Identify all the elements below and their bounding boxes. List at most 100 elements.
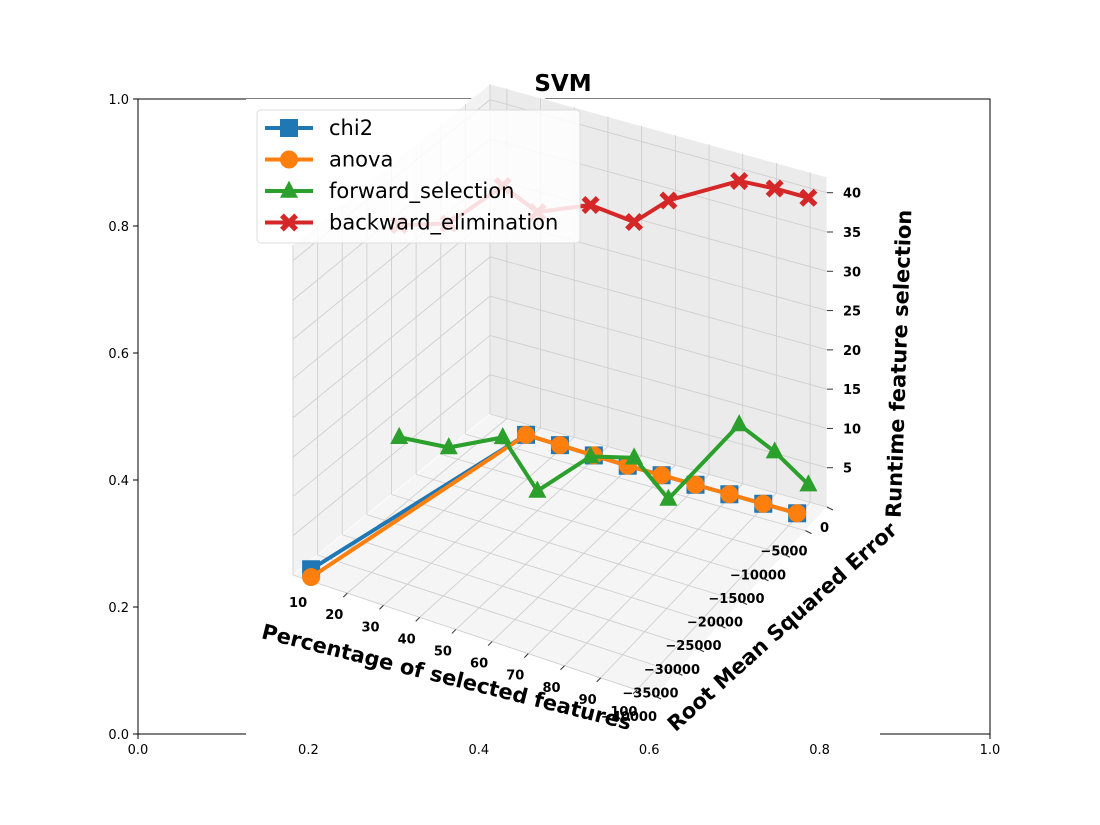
y-tick-label: −15000 — [708, 592, 764, 607]
data-point-anova — [652, 466, 671, 485]
y-tick-label: −5000 — [760, 545, 807, 560]
data-point-forward_selection — [659, 488, 678, 506]
z-tick-label: 5 — [843, 462, 852, 477]
data-point-backward_elimination — [659, 191, 678, 210]
3d-ticks: 10 20 30 40 50 60 70 80 90 100 0 −5000 −10000 −15000 −… — [289, 187, 861, 725]
z-tick-label: 10 — [843, 422, 861, 437]
z-tick-label: 30 — [843, 265, 861, 280]
z-tick-label: 25 — [843, 305, 861, 320]
data-point-backward_elimination — [765, 179, 784, 198]
left-grid-z — [292, 335, 491, 497]
floor-grid-y — [292, 574, 656, 697]
x-tick-label: 90 — [579, 693, 597, 708]
y-tick-mark — [697, 648, 705, 653]
data-point-forward_selection — [765, 441, 784, 459]
data-point-backward_elimination-shape — [659, 191, 678, 210]
data-point-anova — [517, 425, 536, 444]
data-point-backward_elimination — [625, 212, 644, 231]
data-point-forward_selection — [390, 426, 409, 445]
legend-marker — [280, 213, 298, 232]
floor-grid-y — [415, 473, 763, 579]
data-point-backward_elimination-shape — [730, 171, 749, 190]
floor-grid-y — [440, 453, 785, 555]
legend-box — [256, 109, 581, 244]
outer-y-tick-label: 1.0 — [108, 93, 129, 108]
z-tick-label: 15 — [843, 383, 861, 398]
outer-y-tick-label: 0.6 — [108, 347, 129, 362]
data-point-anova — [550, 436, 569, 455]
back-grid-z — [489, 334, 828, 429]
data-point-anova — [788, 504, 807, 523]
x-tick-label: 100 — [610, 705, 637, 720]
x-tick-mark — [487, 641, 493, 646]
data-point-forward_selection — [799, 474, 818, 492]
data-point-backward_elimination — [799, 188, 818, 207]
data-point-backward_elimination-shape — [581, 196, 600, 215]
x-tick-label: 30 — [361, 620, 379, 635]
legend-label: chi2 — [329, 116, 373, 140]
outer-x-tick-label: 0.8 — [809, 743, 830, 758]
outer-x-tick-label: 0.2 — [298, 743, 319, 758]
y-tick-label: −10000 — [730, 568, 786, 583]
series-forward_selection — [390, 414, 818, 506]
floor-grid-y — [317, 554, 677, 673]
y-tick-label: −30000 — [644, 663, 700, 678]
data-point-backward_elimination-shape — [625, 212, 644, 231]
y-tick-label: −25000 — [665, 639, 721, 654]
data-point-forward_selection — [439, 437, 458, 455]
outer-y-tick-label: 0.2 — [108, 601, 129, 616]
z-tick-label: 40 — [843, 187, 861, 202]
x-tick-mark — [523, 653, 529, 659]
series-line-forward_selection — [397, 422, 811, 502]
floor-grid-y — [489, 413, 828, 508]
outer-y-tick-label: 0.8 — [108, 220, 129, 235]
legend-item-anova: anova — [265, 148, 393, 172]
floor-grid-y — [391, 494, 742, 602]
x-tick-mark — [342, 592, 348, 598]
y-tick-label: −40000 — [601, 710, 657, 725]
x-tick-label: 70 — [506, 669, 524, 684]
y-tick-mark — [762, 577, 769, 582]
data-point-forward_selection — [730, 414, 749, 432]
data-point-backward_elimination — [581, 196, 600, 215]
x-tick-label: 20 — [325, 608, 343, 623]
outer-x-tick-label: 0.4 — [468, 743, 489, 758]
legend-marker — [280, 180, 298, 198]
data-point-forward_selection — [528, 480, 547, 498]
data-point-forward_selection — [493, 427, 512, 445]
left-grid-z — [292, 374, 491, 537]
x-tick-mark — [415, 616, 421, 622]
data-point-anova — [754, 494, 773, 513]
z-tick-label: 20 — [843, 344, 861, 359]
left-grid-z — [292, 256, 491, 419]
floor-grid-y — [465, 433, 806, 532]
left-grid-z — [292, 295, 491, 458]
x-tick-mark — [596, 677, 602, 683]
x-tick-mark — [379, 604, 384, 610]
y-tick-label: −20000 — [687, 616, 743, 631]
y-tick-mark — [719, 624, 726, 629]
outer-x-tick-label: 1.0 — [980, 743, 1001, 758]
x-tick-mark — [560, 665, 565, 671]
data-point-anova — [686, 475, 705, 494]
legend-label: backward_elimination — [329, 211, 558, 236]
legend-marker-shape — [280, 213, 298, 232]
outer-x-tick-label: 0.6 — [639, 743, 660, 758]
legend-label: anova — [329, 148, 393, 172]
data-point-backward_elimination-shape — [765, 179, 784, 198]
y-tick-label: 0 — [820, 521, 829, 536]
y-tick-mark — [676, 671, 683, 676]
x-tick-mark — [451, 629, 457, 634]
outer-y-tick-label: 0.0 — [108, 728, 129, 743]
y-tick-mark — [783, 553, 791, 558]
legend-marker — [280, 119, 298, 137]
x-tick-label: 60 — [470, 657, 488, 672]
x-tick-label: 50 — [434, 644, 452, 659]
chart-title: SVM — [534, 71, 591, 97]
y-tick-mark — [740, 601, 748, 605]
z-tick-label: 35 — [843, 226, 861, 241]
x-tick-label: 10 — [289, 596, 307, 611]
y-tick-mark — [805, 530, 812, 535]
